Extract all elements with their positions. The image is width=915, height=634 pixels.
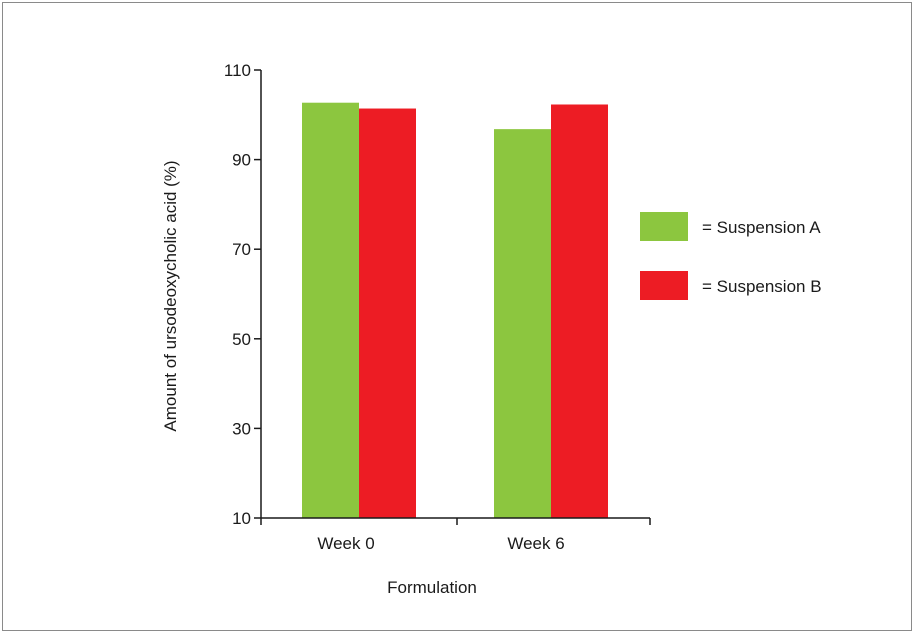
legend-label-suspension-a: = Suspension A bbox=[702, 218, 821, 237]
y-axis-title: Amount of ursodeoxycholic acid (%) bbox=[161, 160, 180, 431]
legend: = Suspension A = Suspension B bbox=[640, 212, 822, 300]
axes-group: 10 30 50 70 90 110 Week 0 Week 6 bbox=[224, 61, 651, 553]
bar-suspension-b-week-6 bbox=[551, 104, 608, 518]
bar-suspension-a-week-6 bbox=[494, 129, 551, 519]
bars-group bbox=[302, 102, 608, 519]
x-tick-label: Week 6 bbox=[507, 534, 564, 553]
y-tick-label: 30 bbox=[232, 419, 251, 438]
legend-swatch-suspension-b bbox=[640, 271, 688, 300]
y-tick-label: 90 bbox=[232, 151, 251, 170]
x-axis-title: Formulation bbox=[387, 578, 477, 597]
y-tick-label: 110 bbox=[224, 61, 251, 80]
y-tick-label: 50 bbox=[232, 330, 251, 349]
y-tick-label: 10 bbox=[232, 509, 251, 528]
bar-suspension-b-week-0 bbox=[359, 108, 416, 518]
bar-suspension-a-week-0 bbox=[302, 102, 359, 518]
x-tick-label: Week 0 bbox=[317, 534, 374, 553]
y-tick-label: 70 bbox=[232, 240, 251, 259]
legend-label-suspension-b: = Suspension B bbox=[702, 277, 822, 296]
legend-swatch-suspension-a bbox=[640, 212, 688, 241]
